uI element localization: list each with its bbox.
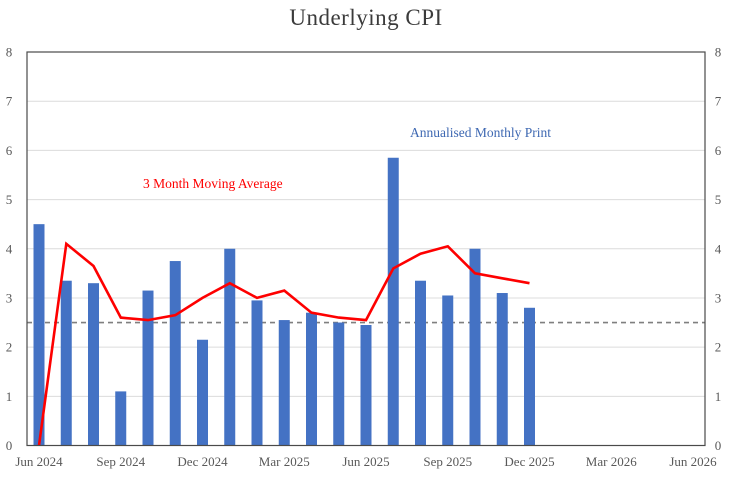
y-tick-label-left: 2 [6, 340, 13, 355]
bar [387, 157, 399, 446]
x-tick-label: Dec 2025 [504, 454, 554, 469]
bar [415, 280, 426, 446]
bar [496, 293, 508, 446]
y-tick-label-right: 2 [715, 340, 722, 355]
y-tick-label-right: 8 [715, 45, 722, 60]
monthly-print-label: Annualised Monthly Print [410, 125, 551, 140]
x-tick-label: Jun 2026 [669, 454, 717, 469]
x-tick-label: Dec 2024 [177, 454, 228, 469]
x-tick-label: Jun 2024 [15, 454, 63, 469]
bar [33, 224, 45, 446]
y-tick-label-left: 1 [6, 389, 13, 404]
bar [360, 324, 372, 446]
bar [224, 248, 236, 446]
x-tick-label: Mar 2026 [586, 454, 637, 469]
y-tick-label-left: 0 [6, 438, 13, 453]
plot-border [26, 51, 706, 447]
bar [524, 307, 535, 446]
y-tick-label-left: 7 [6, 94, 13, 109]
bar [251, 300, 263, 446]
bar [469, 248, 481, 446]
moving-average-label: 3 Month Moving Average [143, 176, 283, 191]
y-tick-label-right: 7 [715, 94, 722, 109]
x-tick-label: Mar 2025 [259, 454, 310, 469]
bar [142, 290, 154, 446]
chart-title: Underlying CPI [289, 5, 443, 30]
y-tick-label-left: 6 [6, 143, 13, 158]
bar [60, 280, 72, 446]
bar [306, 312, 317, 446]
x-tick-label: Jun 2025 [342, 454, 389, 469]
y-tick-label-right: 0 [715, 438, 722, 453]
y-tick-label-left: 8 [6, 45, 13, 60]
y-tick-label-right: 5 [715, 192, 722, 207]
y-tick-label-left: 3 [6, 290, 13, 305]
x-tick-label: Sep 2024 [96, 454, 145, 469]
y-tick-label-right: 3 [715, 290, 722, 305]
y-tick-label-right: 1 [715, 389, 722, 404]
bar [197, 339, 208, 446]
bar [88, 283, 99, 446]
bar [278, 320, 290, 446]
y-tick-label-right: 4 [715, 241, 722, 256]
bar [115, 391, 127, 446]
y-tick-label-left: 5 [6, 192, 13, 207]
y-tick-label-right: 6 [715, 143, 722, 158]
ma-line [37, 241, 530, 446]
x-tick-label: Sep 2025 [423, 454, 472, 469]
bar [169, 261, 181, 446]
bar [442, 295, 454, 446]
y-tick-label-left: 4 [6, 241, 13, 256]
bar [333, 322, 345, 446]
